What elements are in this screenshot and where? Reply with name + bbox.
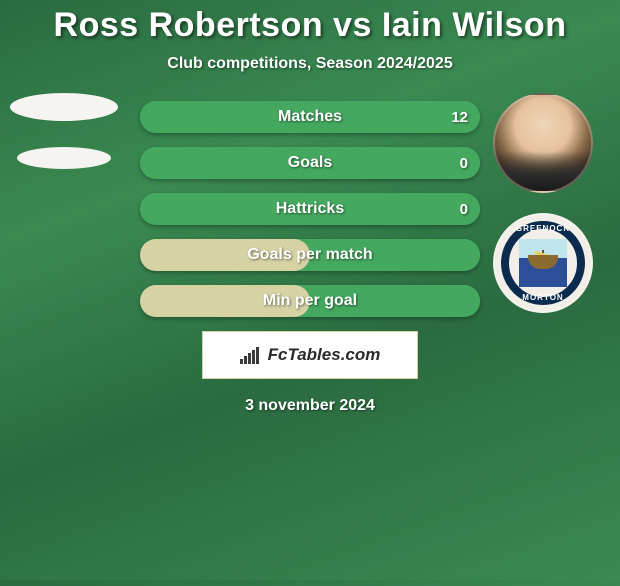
brand-name: FcTables.com: [268, 345, 381, 365]
stat-value-p2: 0: [448, 193, 480, 225]
brand-footer: FcTables.com: [202, 331, 418, 379]
stat-label: Goals: [140, 147, 480, 179]
stat-bars: Matches12Goals0Hattricks0Goals per match…: [140, 101, 480, 317]
player-1-photo-placeholder: [10, 93, 118, 121]
brand-logo-icon: [240, 346, 262, 364]
stat-label: Hattricks: [140, 193, 480, 225]
page-title: Ross Robertson vs Iain Wilson: [0, 6, 620, 45]
subtitle: Club competitions, Season 2024/2025: [0, 55, 620, 73]
club-badge-text-bottom: MORTON: [495, 293, 591, 302]
stat-label: Goals per match: [140, 239, 480, 271]
stat-bar: Hattricks0: [140, 193, 480, 225]
player-1-column: [6, 93, 121, 195]
snapshot-date: 3 november 2024: [0, 397, 620, 415]
stat-value-p2: 0: [448, 147, 480, 179]
stat-bar: Goals per match: [140, 239, 480, 271]
comparison-panel: GREENOCK MORTON Matches12Goals0Hattricks…: [0, 101, 620, 415]
stat-label: Min per goal: [140, 285, 480, 317]
stat-bar: Matches12: [140, 101, 480, 133]
player-1-club-placeholder: [17, 147, 111, 169]
stat-bar: Min per goal: [140, 285, 480, 317]
player-2-column: GREENOCK MORTON: [488, 93, 598, 313]
stat-bar: Goals0: [140, 147, 480, 179]
club-badge-text-top: GREENOCK: [495, 224, 591, 233]
player-2-club-badge: GREENOCK MORTON: [493, 213, 593, 313]
stat-label: Matches: [140, 101, 480, 133]
stat-value-p2: 12: [439, 101, 480, 133]
player-2-photo: [493, 93, 593, 193]
